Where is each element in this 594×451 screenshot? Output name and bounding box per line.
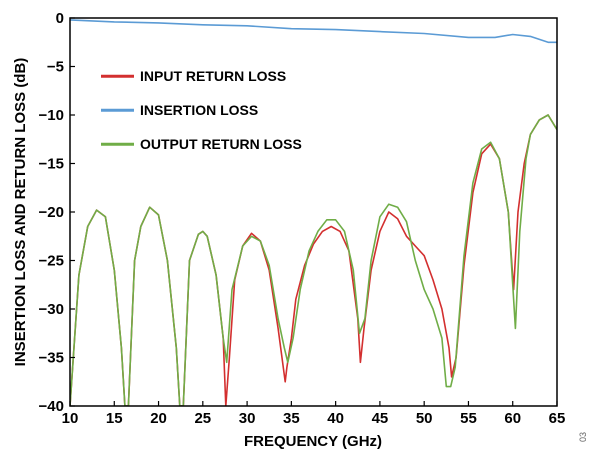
legend-label-insertion-loss: INSERTION LOSS [140, 102, 258, 118]
y-tick-label: −30 [39, 301, 64, 318]
y-axis-title: INSERTION LOSS AND RETURN LOSS (dB) [12, 58, 29, 367]
x-tick-label: 45 [372, 410, 389, 427]
x-tick-label: 25 [194, 410, 211, 427]
x-tick-label: 65 [549, 410, 566, 427]
series-line-insertion-loss [70, 19, 557, 44]
y-tick-label: −40 [39, 398, 64, 415]
series-line-output-return-loss [70, 114, 557, 406]
x-tick-label: 50 [416, 410, 433, 427]
x-tick-label: 40 [327, 410, 344, 427]
y-tick-label: −15 [39, 156, 64, 173]
y-tick-label: −35 [39, 350, 64, 367]
x-tick-label: 20 [150, 410, 167, 427]
x-tick-label: 15 [106, 410, 123, 427]
y-tick-label: −10 [39, 107, 64, 124]
y-tick-label: −25 [39, 253, 64, 270]
figure-id: 03 [578, 431, 588, 442]
y-tick-label: −5 [47, 59, 64, 76]
x-tick-label: 30 [239, 410, 256, 427]
legend-label-input-return-loss: INPUT RETURN LOSS [140, 68, 286, 84]
y-tick-label: 0 [56, 10, 64, 27]
x-tick-label: 55 [460, 410, 477, 427]
legend: INPUT RETURN LOSS INSERTION LOSS OUTPUT RE… [101, 68, 302, 152]
tick-layer: 10 15 20 25 30 35 40 45 50 55 60 65 0 −5 −10 −15 −20 −25 −… [39, 10, 566, 427]
y-tick-label: −20 [39, 204, 64, 221]
legend-label-output-return-loss: OUTPUT RETURN LOSS [140, 136, 302, 152]
x-tick-label: 60 [504, 410, 521, 427]
series-layer [70, 19, 557, 406]
x-axis-title: FREQUENCY (GHz) [244, 433, 382, 450]
series-line-input-return-loss [70, 114, 557, 406]
x-tick-label: 10 [62, 410, 79, 427]
x-tick-label: 35 [283, 410, 300, 427]
